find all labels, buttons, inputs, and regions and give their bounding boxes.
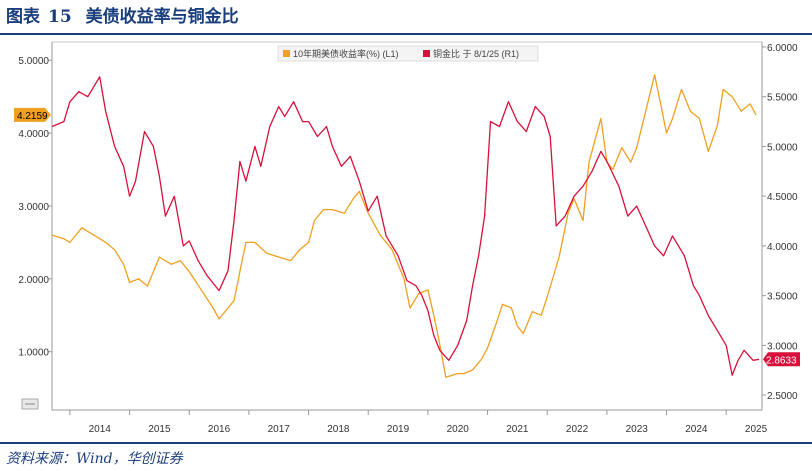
figure-title: 图表 15 美债收益率与铜金比 <box>6 4 239 30</box>
left-y-tick-label: 4.0000 <box>18 129 49 140</box>
x-tick-label: 2025 <box>745 424 768 435</box>
legend-label-yield: 10年期美债收益率(%) (L1) <box>293 48 399 59</box>
x-tick-label: 2014 <box>89 424 112 435</box>
yield-badge-shape <box>14 107 51 122</box>
figure-label: 图表 <box>6 7 40 27</box>
footer-rule <box>0 442 812 444</box>
figure-number: 15 <box>48 7 72 27</box>
x-tick-label: 2015 <box>148 424 171 435</box>
yield-last-value-badge: 4.2159 <box>14 107 51 122</box>
x-tick-label: 2016 <box>208 424 231 435</box>
right-y-tick-label: 4.0000 <box>767 242 798 253</box>
x-tick-label: 2019 <box>387 424 410 435</box>
x-tick-label: 2023 <box>626 424 649 435</box>
x-tick-label: 2021 <box>506 424 529 435</box>
zoom-control[interactable] <box>21 398 39 410</box>
plot-area <box>51 41 763 411</box>
right-y-tick-label: 3.5000 <box>767 292 798 303</box>
title-rule <box>0 33 812 35</box>
right-y-tick-label: 5.5000 <box>767 93 798 104</box>
x-axis-ticks: 2014 2015 2016 2017 2018 2019 2020 2021 2022 2023… <box>69 410 768 435</box>
legend-swatch-ratio <box>423 50 430 57</box>
yield-series-line <box>51 74 757 378</box>
ratio-last-value-badge: 2.8633 <box>763 352 800 367</box>
right-y-tick-label: 5.0000 <box>767 142 798 153</box>
source-note: 资料来源：Wind，华创证券 <box>6 451 183 467</box>
x-tick-label: 2017 <box>268 424 291 435</box>
left-y-axis-ticks: 1.0000 2.0000 3.0000 4.0000 5.0000 <box>18 56 52 359</box>
right-y-axis-ticks: 2.5000 3.0000 3.5000 4.0000 4.5000 5.0000 5.50… <box>762 43 798 402</box>
legend-box <box>277 45 539 62</box>
x-tick-label: 2020 <box>447 424 470 435</box>
x-tick-label: 2022 <box>566 424 589 435</box>
right-y-tick-label: 3.0000 <box>767 341 798 352</box>
legend-label-ratio: 铜金比 于 8/1/25 (R1) <box>433 48 519 59</box>
right-y-tick-label: 4.5000 <box>767 192 798 203</box>
copper-gold-ratio-series-line <box>51 76 760 376</box>
ratio-badge-shape <box>763 352 800 367</box>
legend: 10年期美债收益率(%) (L1) 铜金比 于 8/1/25 (R1) <box>277 45 539 62</box>
series-lines <box>51 74 760 378</box>
ratio-last-value: 2.8633 <box>766 355 797 366</box>
yield-last-value: 4.2159 <box>17 111 48 122</box>
left-y-tick-label: 3.0000 <box>18 202 49 213</box>
left-y-tick-label: 2.0000 <box>18 275 49 286</box>
chart-title: 美债收益率与铜金比 <box>85 7 239 27</box>
left-y-tick-label: 1.0000 <box>18 348 49 359</box>
left-y-tick-label: 5.0000 <box>18 56 49 67</box>
x-tick-label: 2018 <box>327 424 350 435</box>
right-y-tick-label: 2.5000 <box>767 391 798 402</box>
right-y-tick-label: 6.0000 <box>767 43 798 54</box>
x-tick-label: 2024 <box>685 424 708 435</box>
legend-swatch-yield <box>283 50 290 57</box>
